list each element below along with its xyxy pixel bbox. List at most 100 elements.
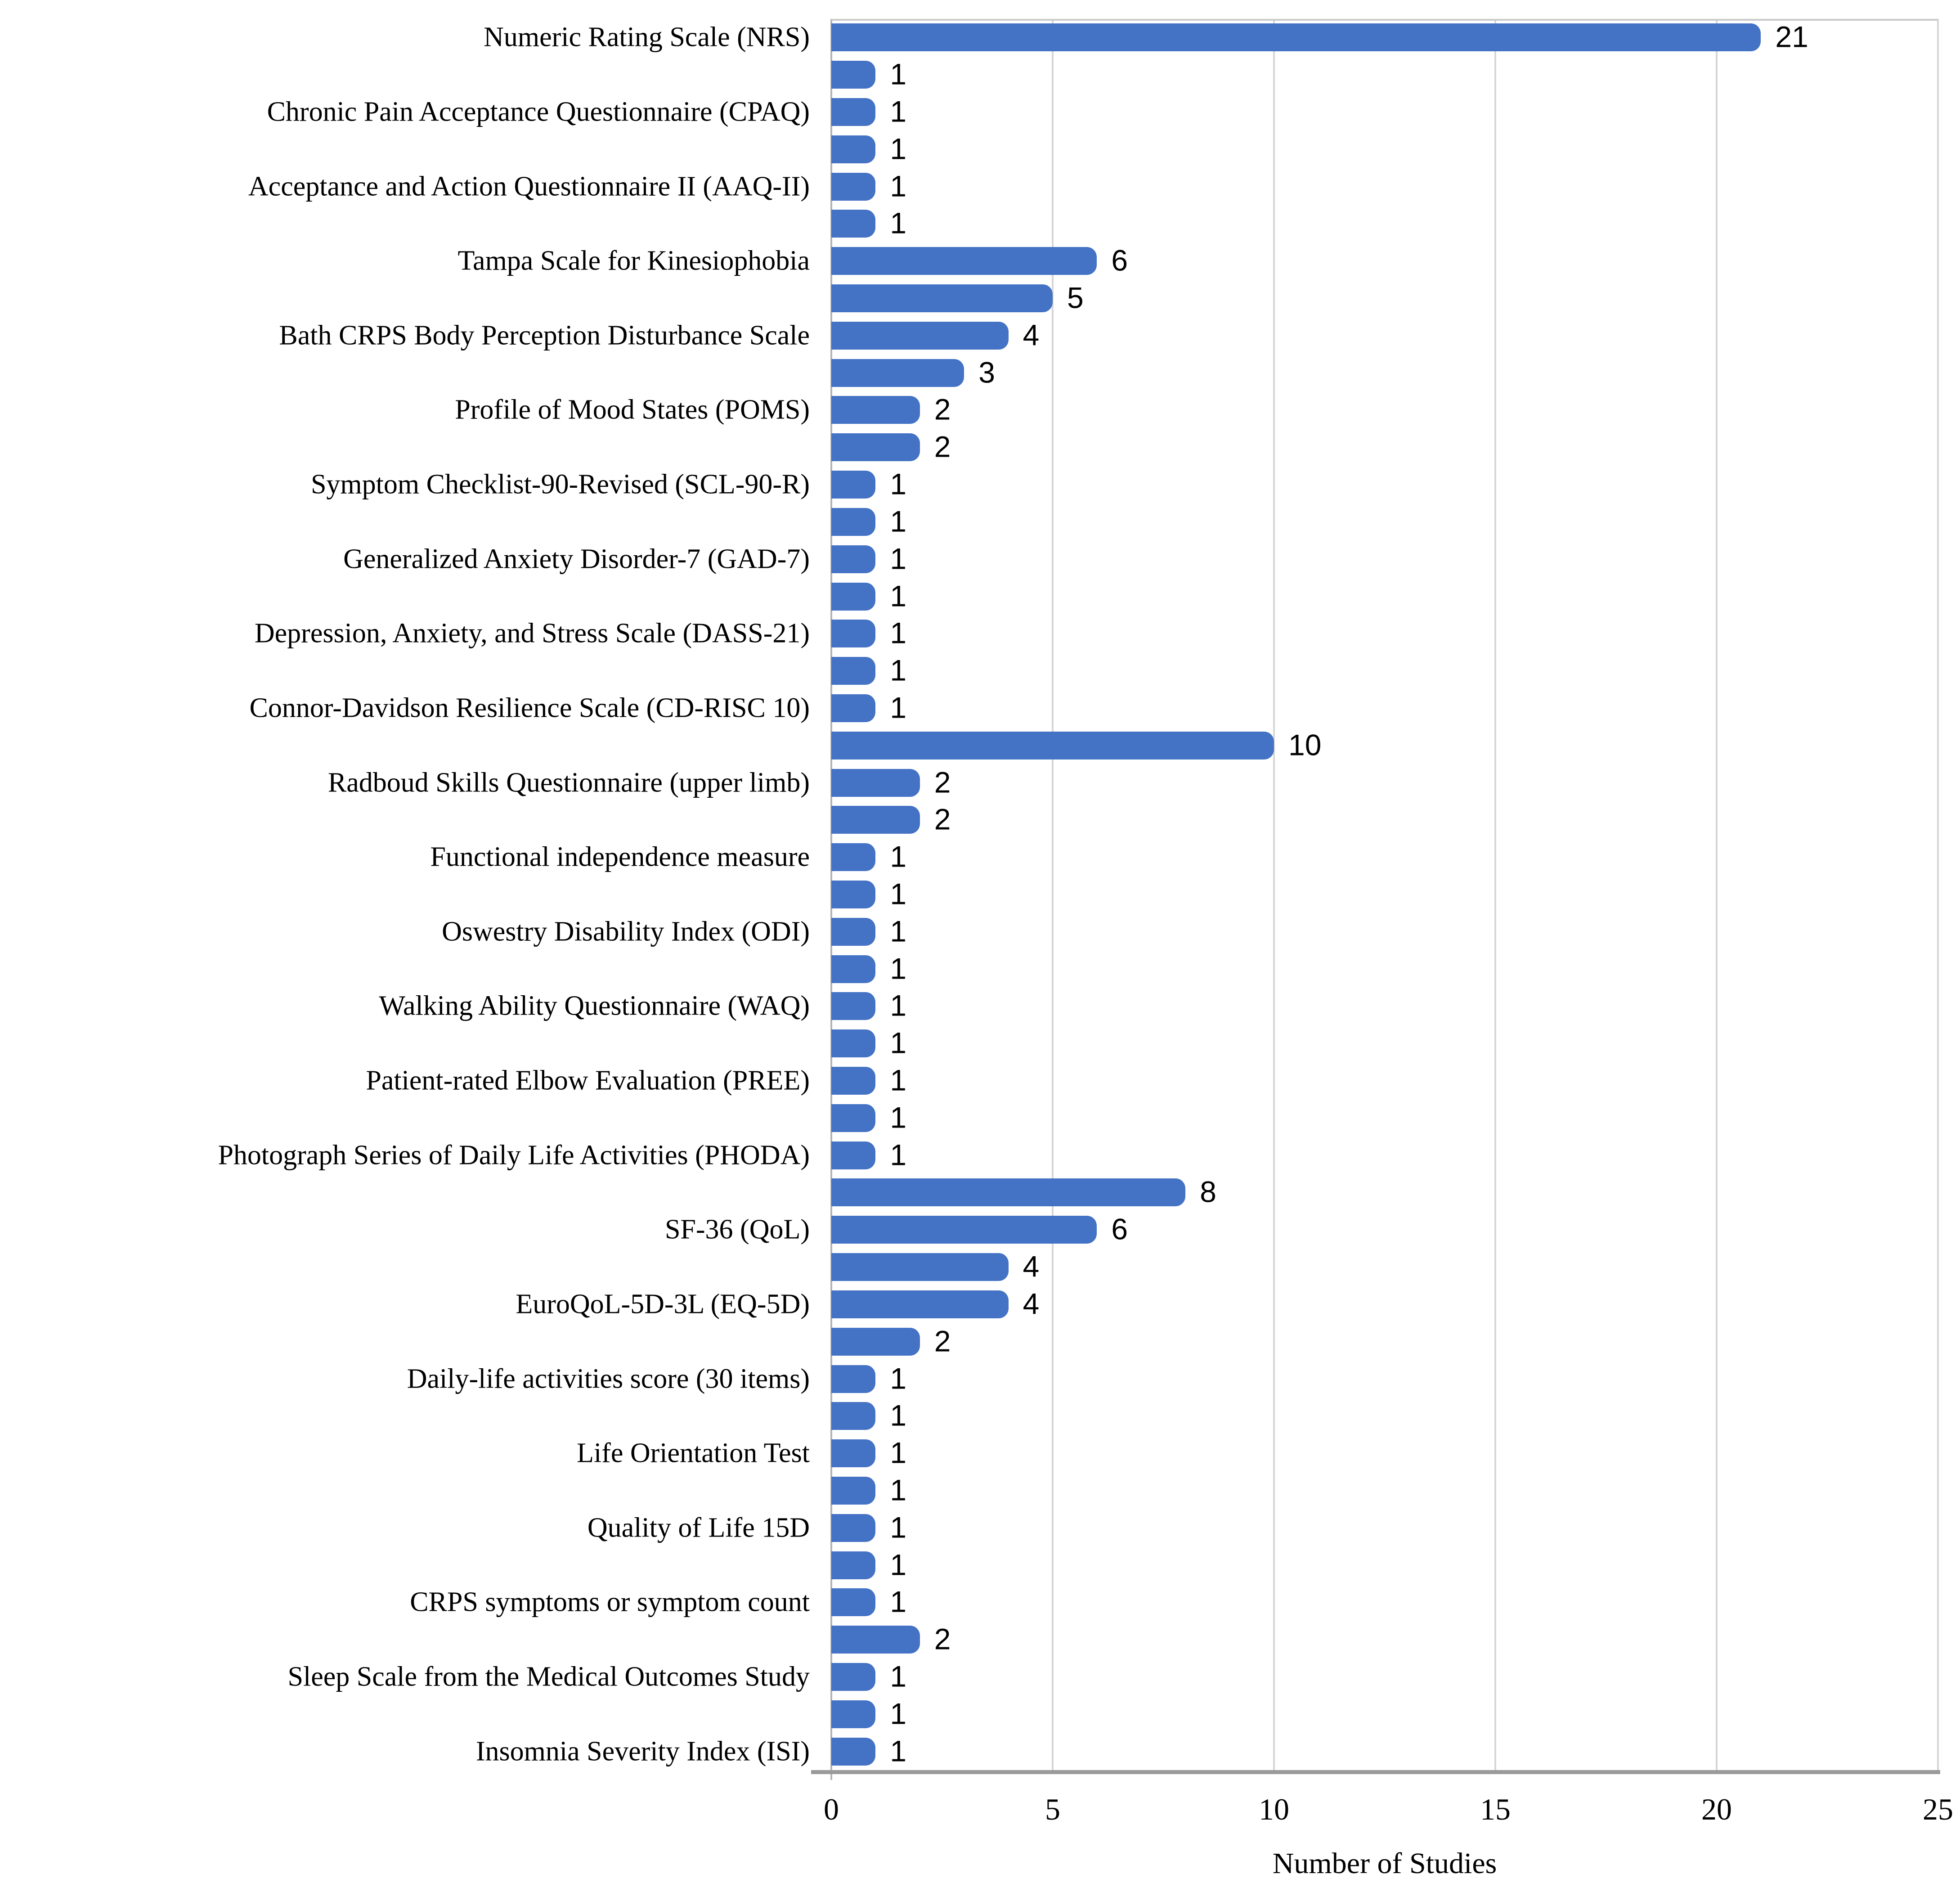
bar-value-label: 1 xyxy=(890,132,907,166)
bar-value-label: 2 xyxy=(934,392,951,426)
x-tick-label: 0 xyxy=(824,1792,839,1826)
bar-value-label: 4 xyxy=(1023,1287,1040,1321)
category-label: Life Orientation Test xyxy=(577,1438,810,1469)
bar xyxy=(831,1253,1009,1281)
bar xyxy=(831,992,876,1020)
bar-value-label: 1 xyxy=(890,1697,907,1730)
bar-value-label: 1 xyxy=(890,1436,907,1470)
category-label: SF-36 (QoL) xyxy=(664,1214,810,1245)
bar-value-label: 1 xyxy=(890,467,907,501)
bar xyxy=(831,1737,876,1766)
bar-value-label: 1 xyxy=(890,94,907,128)
bar-value-label: 1 xyxy=(890,1026,907,1060)
bar xyxy=(831,1514,876,1542)
bar xyxy=(831,806,920,834)
bar xyxy=(831,1104,876,1132)
category-label: Radboud Skills Questionnaire (upper limb… xyxy=(327,767,810,798)
bar xyxy=(831,508,876,536)
bar xyxy=(831,620,876,648)
category-label: Insomnia Severity Index (ISI) xyxy=(475,1736,810,1767)
category-label: Generalized Anxiety Disorder-7 (GAD-7) xyxy=(343,544,810,575)
x-tick-label: 25 xyxy=(1923,1792,1953,1826)
bar-value-label: 1 xyxy=(890,653,907,687)
bar-value-label: 1 xyxy=(890,1585,907,1618)
bar xyxy=(831,1029,876,1058)
x-axis-title: Number of Studies xyxy=(1272,1847,1497,1880)
bar-value-label: 1 xyxy=(890,169,907,203)
bar-value-label: 1 xyxy=(890,877,907,911)
category-label: Connor-Davidson Resilience Scale (CD-RIS… xyxy=(249,692,810,724)
bar xyxy=(831,1178,1186,1207)
bar-value-label: 1 xyxy=(890,1063,907,1097)
bar-value-label: 10 xyxy=(1288,728,1322,762)
bar-value-label: 1 xyxy=(890,691,907,724)
bar xyxy=(831,694,876,722)
bar-value-label: 1 xyxy=(890,616,907,650)
bar-value-label: 1 xyxy=(890,1734,907,1768)
category-label: Chronic Pain Acceptance Questionnaire (C… xyxy=(267,96,810,127)
bar-value-label: 1 xyxy=(890,1398,907,1432)
x-tick-label: 20 xyxy=(1701,1792,1732,1826)
category-label: Tampa Scale for Kinesiophobia xyxy=(457,245,810,276)
x-tick-label: 5 xyxy=(1045,1792,1060,1826)
category-label: Numeric Rating Scale (NRS) xyxy=(484,22,810,53)
bar-value-label: 1 xyxy=(890,1659,907,1693)
bar-value-label: 1 xyxy=(890,1138,907,1172)
bar xyxy=(831,843,876,872)
bar xyxy=(831,210,876,238)
bar-value-label: 2 xyxy=(934,430,951,463)
bar xyxy=(831,1551,876,1579)
category-label: Quality of Life 15D xyxy=(587,1512,810,1543)
bar-value-label: 21 xyxy=(1775,20,1808,54)
bar xyxy=(831,23,1761,52)
bar xyxy=(831,1700,876,1728)
category-label: Patient-rated Elbow Evaluation (PREE) xyxy=(366,1065,810,1096)
category-label: Oswestry Disability Index (ODI) xyxy=(442,916,810,947)
bar-value-label: 1 xyxy=(890,57,907,91)
bar-value-label: 1 xyxy=(890,1510,907,1544)
bar-value-label: 1 xyxy=(890,952,907,985)
bar-value-label: 1 xyxy=(890,579,907,613)
bar xyxy=(831,172,876,201)
bar xyxy=(831,1216,1097,1244)
category-label: Symptom Checklist-90-Revised (SCL-90-R) xyxy=(310,469,810,500)
bar xyxy=(831,545,876,573)
bar-value-label: 1 xyxy=(890,989,907,1022)
bar-value-label: 1 xyxy=(890,1101,907,1134)
category-label: Photograph Series of Daily Life Activiti… xyxy=(218,1140,810,1171)
plot-top-border xyxy=(831,19,1938,21)
category-label: Depression, Anxiety, and Stress Scale (D… xyxy=(254,618,810,649)
bar-value-label: 3 xyxy=(978,355,995,389)
bar-value-label: 6 xyxy=(1111,243,1128,277)
category-label: Daily-life activities score (30 items) xyxy=(407,1363,810,1394)
bar-value-label: 1 xyxy=(890,206,907,240)
category-label: Functional independence measure xyxy=(430,841,810,872)
category-label: Walking Ability Questionnaire (WAQ) xyxy=(379,990,810,1021)
bar xyxy=(831,247,1097,275)
gridline xyxy=(1052,19,1054,1770)
x-tick-label: 10 xyxy=(1259,1792,1289,1826)
bar xyxy=(831,1327,920,1356)
bar xyxy=(831,135,876,163)
bar-value-label: 2 xyxy=(934,1324,951,1358)
bar xyxy=(831,359,964,387)
bar-value-label: 2 xyxy=(934,1622,951,1656)
bar-value-label: 4 xyxy=(1023,318,1040,352)
bar xyxy=(831,98,876,126)
category-label: Profile of Mood States (POMS) xyxy=(455,394,810,425)
bar xyxy=(831,917,876,946)
bar xyxy=(831,657,876,685)
bar-value-label: 1 xyxy=(890,1473,907,1507)
gridline xyxy=(1937,19,1939,1770)
bar xyxy=(831,321,1009,350)
bar xyxy=(831,396,920,424)
bar-value-label: 1 xyxy=(890,914,907,948)
category-label: Acceptance and Action Questionnaire II (… xyxy=(248,171,810,202)
bar xyxy=(831,1141,876,1169)
bar xyxy=(831,1626,920,1654)
bar-value-label: 8 xyxy=(1200,1175,1216,1209)
bar xyxy=(831,768,920,797)
bar xyxy=(831,1663,876,1691)
bar xyxy=(831,1476,876,1505)
bar-value-label: 1 xyxy=(890,1361,907,1395)
